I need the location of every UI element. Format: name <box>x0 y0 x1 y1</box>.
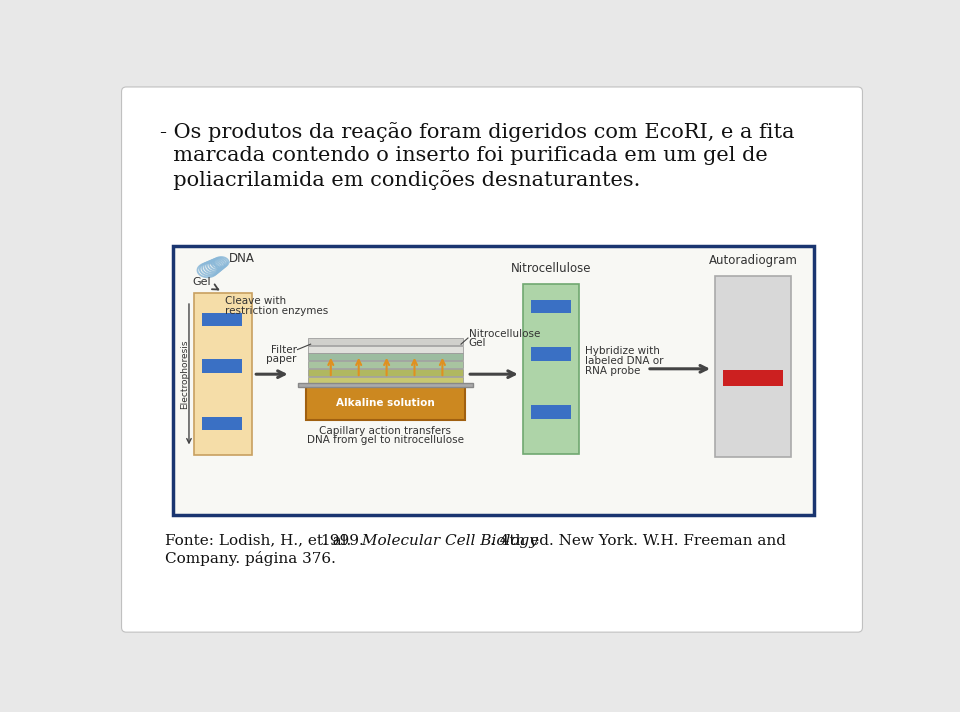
Bar <box>173 246 814 515</box>
Bar <box>307 353 464 360</box>
Text: marcada contendo o inserto foi purificada em um gel de: marcada contendo o inserto foi purificad… <box>160 146 768 165</box>
Text: Molecular Cell Biology: Molecular Cell Biology <box>357 533 538 548</box>
Bar <box>299 382 472 387</box>
Text: DNA from gel to nitrocellulose: DNA from gel to nitrocellulose <box>306 435 464 445</box>
Bar <box>194 293 252 455</box>
Bar <box>203 313 243 326</box>
Bar <box>307 377 464 384</box>
Text: labeled DNA or: labeled DNA or <box>585 356 663 366</box>
Text: Nitrocellulose: Nitrocellulose <box>468 329 540 339</box>
Bar <box>531 347 571 361</box>
Bar <box>723 370 783 386</box>
Bar <box>203 359 243 372</box>
Text: paper: paper <box>266 354 297 364</box>
Text: - Os produtos da reação foram digeridos com EcoRI, e a fita: - Os produtos da reação foram digeridos … <box>160 122 795 142</box>
Text: poliacrilamida em condições desnaturantes.: poliacrilamida em condições desnaturante… <box>160 169 640 190</box>
Text: Filter: Filter <box>271 345 297 355</box>
Bar <box>203 417 243 430</box>
Text: Alkaline solution: Alkaline solution <box>336 398 435 408</box>
Bar <box>307 346 464 352</box>
Bar <box>307 338 464 345</box>
Bar <box>531 300 571 313</box>
Text: Nitrocellulose: Nitrocellulose <box>511 262 591 275</box>
Text: restriction enzymes: restriction enzymes <box>226 306 328 316</box>
Text: Gel: Gel <box>468 338 487 348</box>
Text: Capillary action transfers: Capillary action transfers <box>319 426 451 436</box>
Text: Cleave with: Cleave with <box>226 295 286 305</box>
Bar <box>307 369 464 376</box>
Text: DNA: DNA <box>228 252 254 265</box>
Text: 1999.: 1999. <box>320 533 364 548</box>
Text: Electrophoresis: Electrophoresis <box>180 340 190 409</box>
Text: RNA probe: RNA probe <box>585 366 640 376</box>
Text: Fonte: Lodish, H., et. al.: Fonte: Lodish, H., et. al. <box>165 533 351 548</box>
Text: Autoradiogram: Autoradiogram <box>708 254 798 267</box>
Text: . 4th ed. New York. W.H. Freeman and: . 4th ed. New York. W.H. Freeman and <box>491 533 786 548</box>
Text: Hybridize with: Hybridize with <box>585 346 660 356</box>
Bar <box>715 276 791 457</box>
Text: Gel: Gel <box>192 277 210 287</box>
FancyBboxPatch shape <box>122 87 862 632</box>
Text: Company. página 376.: Company. página 376. <box>165 550 336 565</box>
Bar <box>531 405 571 419</box>
Bar <box>306 386 465 420</box>
Bar <box>523 284 579 454</box>
Bar <box>307 361 464 368</box>
